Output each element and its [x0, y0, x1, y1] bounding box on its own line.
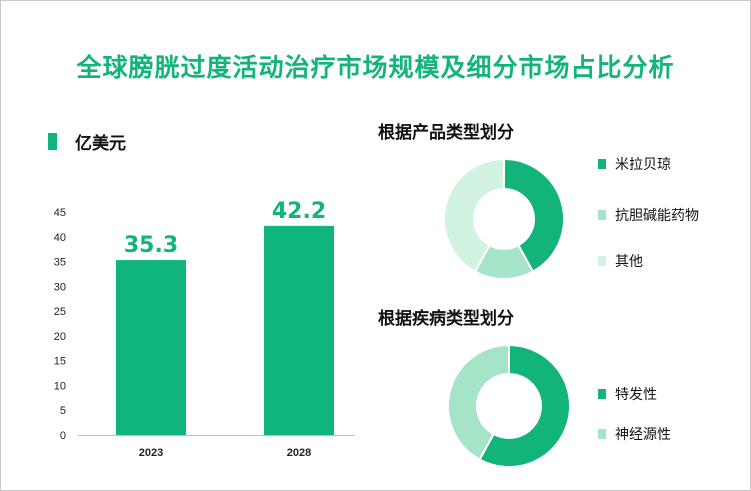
legend-swatch [598, 429, 606, 439]
y-axis: 0 5 10 15 20 25 30 35 40 45 [54, 207, 355, 442]
y-tick-label: 25 [54, 306, 66, 318]
x-tick-label: 2023 [139, 447, 163, 459]
pie-title-product: 根据产品类型划分 [378, 123, 514, 143]
legend-swatch [598, 159, 606, 169]
pie-slice [503, 157, 565, 273]
bar-series: 35.3 42.2 [116, 199, 334, 435]
bar [264, 225, 334, 435]
pie-slice [443, 157, 505, 273]
bar [116, 260, 186, 435]
legend-item: 米拉贝琼 [598, 154, 671, 174]
data-label: 42.2 [272, 199, 326, 224]
legend-label: 神经源性 [615, 427, 671, 443]
data-label: 35.3 [124, 233, 178, 258]
legend-item: 抗胆碱能药物 [598, 205, 699, 225]
legend-swatch [598, 210, 606, 220]
y-tick-label: 15 [54, 356, 66, 368]
legend-item: 神经源性 [598, 424, 671, 444]
y-tick-label: 20 [54, 331, 66, 343]
y-tick-label: 30 [54, 281, 66, 293]
y-tick-label: 35 [54, 257, 66, 269]
y-tick-label: 40 [54, 232, 66, 244]
donut-chart-disease [447, 343, 571, 468]
pie-title-disease: 根据疾病类型划分 [378, 309, 514, 329]
legend-label: 抗胆碱能药物 [615, 208, 699, 224]
bar-chart: 0 5 10 15 20 25 30 35 40 45 35.3 42.2 2023 2028 [54, 199, 355, 459]
y-tick-label: 10 [54, 380, 66, 392]
pie-slice [447, 343, 510, 461]
legend-label: 其他 [615, 254, 643, 270]
y-tick-label: 5 [60, 405, 66, 417]
pie-slice [478, 343, 571, 468]
legend-item: 特发性 [598, 384, 657, 404]
legend-label: 亿美元 [75, 133, 126, 154]
x-axis: 2023 2028 [139, 447, 311, 459]
y-tick-label: 45 [54, 207, 66, 219]
chart-title: 全球膀胱过度活动治疗市场规模及细分市场占比分析 [76, 53, 675, 82]
legend-label: 米拉贝琼 [615, 157, 671, 173]
legend-item: 其他 [598, 251, 643, 271]
legend-swatch [598, 389, 606, 399]
bar-legend: 亿美元 [48, 130, 126, 154]
x-tick-label: 2028 [287, 447, 311, 459]
donut-chart-product [443, 157, 565, 280]
legend-swatch [598, 256, 606, 266]
legend-label: 特发性 [615, 387, 657, 403]
y-tick-label: 0 [60, 430, 66, 442]
legend-swatch [48, 132, 57, 150]
